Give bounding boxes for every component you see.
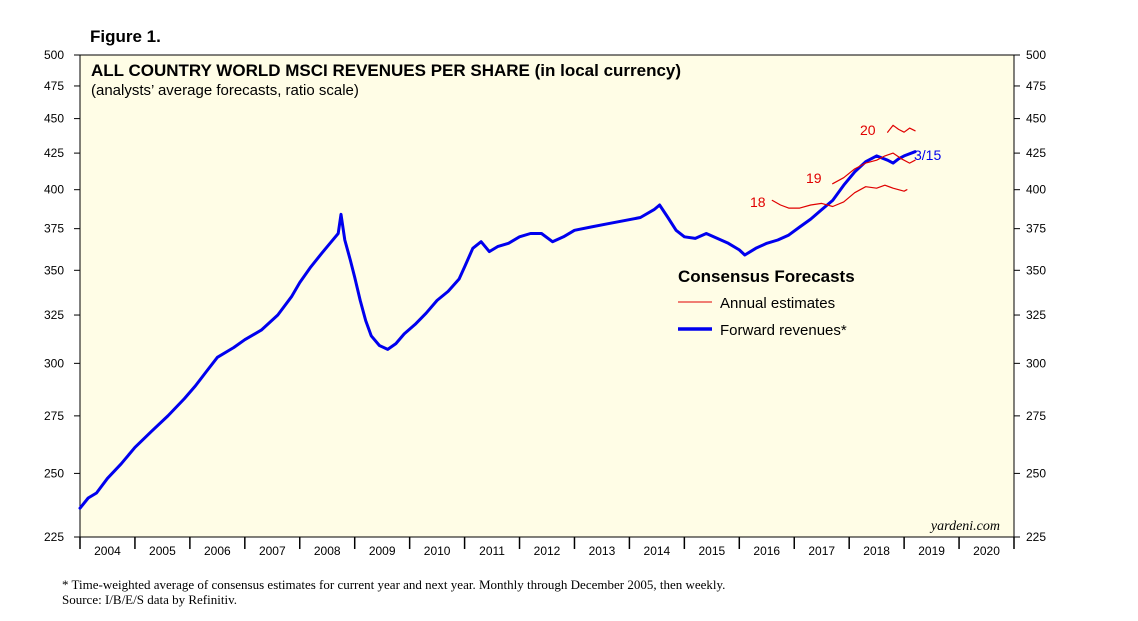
x-tick-label: 2005	[149, 544, 176, 558]
annotation-20: 20	[860, 122, 876, 138]
revenue-chart: 225 225 250 250 275 275 300 300 325 325 350 350 375 3…	[44, 48, 1046, 558]
annotation-19: 19	[806, 170, 822, 186]
y-tick-label-left: 425	[44, 146, 64, 160]
x-tick-label: 2019	[918, 544, 945, 558]
legend-label-forward: Forward revenues*	[720, 322, 847, 339]
y-tick-label-right: 500	[1026, 48, 1046, 62]
figure-label: Figure 1.	[90, 27, 161, 46]
y-tick-label-left: 475	[44, 79, 64, 93]
y-tick-label-left: 500	[44, 48, 64, 62]
y-tick-label-right: 275	[1026, 409, 1046, 423]
y-tick-label-left: 250	[44, 466, 64, 480]
y-tick-label-left: 450	[44, 112, 64, 126]
y-tick-label-left: 300	[44, 356, 64, 370]
y-tick-label-right: 425	[1026, 146, 1046, 160]
y-tick-label-right: 225	[1026, 530, 1046, 544]
x-tick-label: 2010	[424, 544, 451, 558]
y-tick-label-right: 400	[1026, 183, 1046, 197]
y-tick-label-left: 225	[44, 530, 64, 544]
legend-label-annual: Annual estimates	[720, 295, 835, 312]
x-tick-label: 2006	[204, 544, 231, 558]
source-credit: yardeni.com	[929, 519, 1000, 534]
series-annual-estimate	[832, 152, 916, 185]
series-annual-estimate	[887, 124, 916, 133]
y-tick-label-right: 250	[1026, 466, 1046, 480]
x-tick-label: 2004	[94, 544, 121, 558]
y-tick-label-right: 475	[1026, 79, 1046, 93]
x-tick-label: 2009	[369, 544, 396, 558]
y-tick-label-left: 375	[44, 222, 64, 236]
y-tick-label-right: 450	[1026, 112, 1046, 126]
footnotes: * Time-weighted average of consensus est…	[62, 577, 725, 607]
chart-subtitle: (analysts’ average forecasts, ratio scal…	[91, 82, 359, 99]
x-tick-label: 2007	[259, 544, 286, 558]
x-axis: 2004 2005 2006 2007 2008 2009 2010 2011 2012 2013…	[79, 537, 1015, 558]
y-axes: 225 225 250 250 275 275 300 300 325 325 350 350 375 3…	[44, 48, 1046, 544]
series-forward-revenues	[78, 150, 917, 510]
x-tick-label: 2016	[753, 544, 780, 558]
y-tick-label-right: 350	[1026, 263, 1046, 277]
x-tick-label: 2014	[644, 544, 671, 558]
y-tick-label-left: 275	[44, 409, 64, 423]
x-tick-label: 2017	[808, 544, 835, 558]
x-tick-label: 2018	[863, 544, 890, 558]
annotation-18: 18	[750, 194, 766, 210]
series-annual-estimate	[771, 184, 908, 209]
annotation-last-date: 3/15	[914, 147, 941, 163]
y-tick-label-left: 400	[44, 183, 64, 197]
x-tick-label: 2015	[698, 544, 725, 558]
series-layer	[78, 124, 917, 510]
x-tick-label: 2020	[973, 544, 1000, 558]
y-tick-label-right: 375	[1026, 222, 1046, 236]
x-tick-label: 2012	[534, 544, 561, 558]
chart-title: ALL COUNTRY WORLD MSCI REVENUES PER SHAR…	[91, 61, 681, 80]
source-note: Source: I/B/E/S data by Refinitiv.	[62, 592, 237, 607]
footnote-text: * Time-weighted average of consensus est…	[62, 577, 726, 592]
y-tick-label-right: 300	[1026, 356, 1046, 370]
y-tick-label-right: 325	[1026, 308, 1046, 322]
y-tick-label-left: 325	[44, 308, 64, 322]
legend-title: Consensus Forecasts	[678, 267, 855, 286]
x-tick-label: 2011	[479, 544, 505, 558]
x-tick-label: 2008	[314, 544, 341, 558]
x-tick-label: 2013	[589, 544, 616, 558]
plot-area	[79, 54, 1015, 538]
y-tick-label-left: 350	[44, 263, 64, 277]
